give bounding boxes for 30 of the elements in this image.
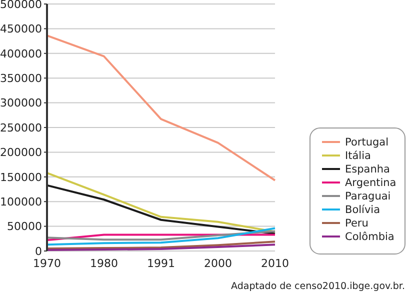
y-tick-label: 500000 bbox=[0, 0, 42, 11]
text: Adaptado de censo2010.ibge.gov.br. bbox=[231, 281, 405, 292]
y-tick-label: 450000 bbox=[0, 22, 42, 36]
x-tick-label: 2010 bbox=[261, 257, 289, 270]
y-tick-label: 150000 bbox=[0, 170, 42, 184]
y-tick-label: 100000 bbox=[0, 195, 42, 208]
y-tick-label: 50000 bbox=[7, 220, 42, 234]
x-tick-label: 1970 bbox=[33, 257, 61, 270]
legend-label: Argentina bbox=[345, 177, 396, 190]
legend-label: Colômbia bbox=[345, 231, 394, 244]
line-series bbox=[46, 240, 276, 250]
line-series bbox=[46, 34, 276, 182]
legend-label: Portugal bbox=[345, 136, 388, 149]
y-tick-label: 250000 bbox=[0, 121, 42, 134]
legend-label: Bolívia bbox=[345, 204, 380, 216]
y-tick-label: 200000 bbox=[0, 146, 42, 160]
line-series bbox=[46, 227, 276, 246]
y-tick-label: 350000 bbox=[0, 72, 42, 85]
y-tick-label: 300000 bbox=[0, 96, 42, 110]
legend-label: Paraguai bbox=[345, 190, 391, 203]
line-series bbox=[46, 230, 276, 241]
y-tick-label: 0 bbox=[35, 244, 42, 258]
y-tick-label: 400000 bbox=[0, 47, 42, 60]
legend-label: Itália bbox=[345, 150, 371, 162]
x-tick-label: 2000 bbox=[204, 257, 232, 270]
x-tick-label: 1980 bbox=[90, 257, 118, 270]
line-series bbox=[46, 184, 276, 235]
legend-label: Espanha bbox=[345, 164, 390, 176]
legend-label: Peru bbox=[345, 218, 368, 230]
x-tick-label: 1991 bbox=[147, 257, 175, 270]
